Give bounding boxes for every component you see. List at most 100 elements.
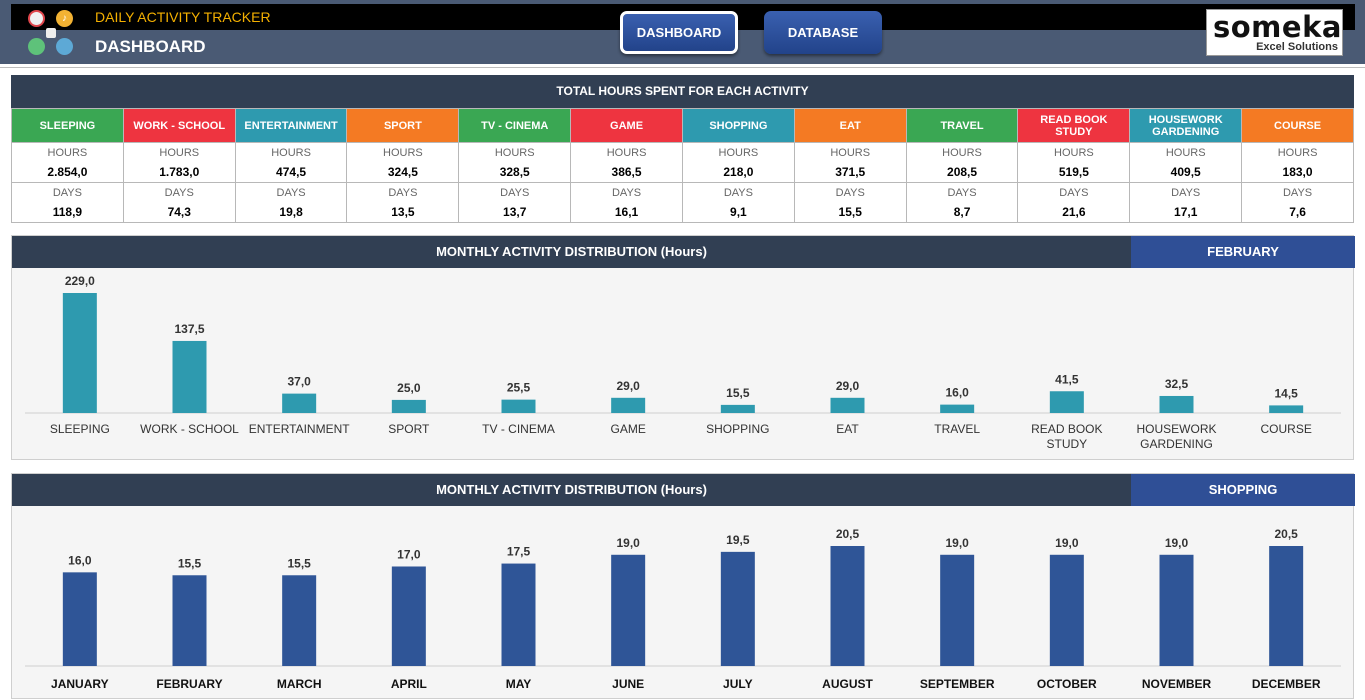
hours-value: 474,5 bbox=[234, 162, 348, 183]
hours-value: 409,5 bbox=[1129, 162, 1243, 183]
days-value: 74,3 bbox=[122, 202, 236, 223]
app-header: ♪ DAILY ACTIVITY TRACKER DASHBOARD DASHB… bbox=[0, 0, 1365, 64]
data-label: 16,0 bbox=[945, 386, 969, 400]
book-icon bbox=[28, 38, 45, 55]
hours-label: HOURS bbox=[1017, 142, 1131, 163]
days-value: 7,6 bbox=[1241, 202, 1354, 223]
days-value: 118,9 bbox=[11, 202, 124, 223]
category-label: STUDY bbox=[1046, 437, 1087, 451]
category-label: SLEEPING bbox=[50, 422, 110, 436]
bar bbox=[720, 404, 755, 413]
data-label: 17,5 bbox=[507, 545, 531, 559]
bar bbox=[62, 572, 97, 666]
dashboard-button[interactable]: DASHBOARD bbox=[620, 11, 738, 54]
data-label: 20,5 bbox=[1274, 527, 1298, 541]
days-label: DAYS bbox=[1241, 182, 1354, 203]
days-value: 9,1 bbox=[681, 202, 795, 223]
days-value: 21,6 bbox=[1017, 202, 1131, 223]
hours-label: HOURS bbox=[793, 142, 907, 163]
page-title: DASHBOARD bbox=[95, 37, 206, 56]
days-label: DAYS bbox=[570, 182, 683, 203]
person-icon bbox=[46, 28, 56, 38]
data-label: 20,5 bbox=[836, 527, 860, 541]
category-label: COURSE bbox=[1260, 422, 1311, 436]
days-value: 13,7 bbox=[458, 202, 572, 223]
hours-value: 328,5 bbox=[458, 162, 572, 183]
activity-header: EAT bbox=[793, 108, 907, 143]
data-label: 19,0 bbox=[616, 536, 640, 550]
brand-name: someka bbox=[1213, 10, 1342, 44]
bar bbox=[172, 575, 207, 666]
hours-label: HOURS bbox=[122, 142, 236, 163]
category-label: TV - CINEMA bbox=[482, 422, 555, 436]
days-value: 8,7 bbox=[905, 202, 1019, 223]
category-label: GAME bbox=[610, 422, 645, 436]
category-label: JUNE bbox=[612, 677, 644, 691]
data-label: 14,5 bbox=[1274, 386, 1298, 400]
days-label: DAYS bbox=[346, 182, 460, 203]
activity-header: ENTERTAINMENT bbox=[234, 108, 348, 143]
category-label: FEBRUARY bbox=[156, 677, 222, 691]
hours-value: 519,5 bbox=[1017, 162, 1131, 183]
hours-value: 1.783,0 bbox=[122, 162, 236, 183]
days-label: DAYS bbox=[234, 182, 348, 203]
hours-label: HOURS bbox=[346, 142, 460, 163]
days-label: DAYS bbox=[905, 182, 1019, 203]
category-label: WORK - SCHOOL bbox=[140, 422, 239, 436]
data-label: 137,5 bbox=[174, 322, 204, 336]
someka-logo[interactable]: someka Excel Solutions bbox=[1206, 9, 1343, 56]
monthly-chart-panel: MONTHLY ACTIVITY DISTRIBUTION (Hours) SH… bbox=[11, 473, 1355, 699]
hours-value: 371,5 bbox=[793, 162, 907, 183]
hours-label: HOURS bbox=[1241, 142, 1354, 163]
game-icon bbox=[56, 38, 73, 55]
category-label: SEPTEMBER bbox=[920, 677, 995, 691]
activity-header: READ BOOK STUDY bbox=[1017, 108, 1131, 143]
chart-title: MONTHLY ACTIVITY DISTRIBUTION (Hours) bbox=[12, 236, 1131, 268]
data-label: 19,5 bbox=[726, 533, 750, 547]
data-label: 15,5 bbox=[726, 386, 750, 400]
activity-header: HOUSEWORK GARDENING bbox=[1129, 108, 1243, 143]
data-label: 25,5 bbox=[507, 381, 531, 395]
hours-value: 218,0 bbox=[681, 162, 795, 183]
category-label: APRIL bbox=[391, 677, 427, 691]
month-selector[interactable]: FEBRUARY bbox=[1131, 236, 1355, 268]
bar bbox=[391, 399, 426, 413]
activity-header: WORK - SCHOOL bbox=[122, 108, 236, 143]
divider bbox=[0, 67, 1365, 68]
bar bbox=[1049, 391, 1084, 413]
data-label: 19,0 bbox=[1055, 536, 1079, 550]
activity-header: SLEEPING bbox=[11, 108, 124, 143]
activity-header: GAME bbox=[570, 108, 683, 143]
category-label: SPORT bbox=[388, 422, 430, 436]
hours-value: 386,5 bbox=[570, 162, 683, 183]
category-label: HOUSEWORK bbox=[1136, 422, 1216, 436]
hours-value: 208,5 bbox=[905, 162, 1019, 183]
category-label: JULY bbox=[723, 677, 753, 691]
bar bbox=[940, 404, 975, 413]
bar bbox=[830, 397, 865, 413]
activity-header: TRAVEL bbox=[905, 108, 1019, 143]
bar bbox=[1159, 554, 1194, 666]
hours-label: HOURS bbox=[234, 142, 348, 163]
days-label: DAYS bbox=[681, 182, 795, 203]
hours-label: HOURS bbox=[458, 142, 572, 163]
days-label: DAYS bbox=[793, 182, 907, 203]
data-label: 29,0 bbox=[836, 379, 860, 393]
bar bbox=[391, 566, 426, 666]
category-label: ENTERTAINMENT bbox=[249, 422, 351, 436]
bar bbox=[62, 293, 97, 413]
category-label: EAT bbox=[836, 422, 859, 436]
days-value: 13,5 bbox=[346, 202, 460, 223]
hours-label: HOURS bbox=[905, 142, 1019, 163]
app-logo: ♪ bbox=[20, 6, 90, 60]
bar bbox=[940, 554, 975, 666]
hours-label: HOURS bbox=[681, 142, 795, 163]
bar bbox=[830, 546, 865, 666]
database-button[interactable]: DATABASE bbox=[764, 11, 882, 54]
days-value: 15,5 bbox=[793, 202, 907, 223]
music-icon: ♪ bbox=[56, 10, 73, 27]
activity-selector[interactable]: SHOPPING bbox=[1131, 474, 1355, 506]
summary-title: TOTAL HOURS SPENT FOR EACH ACTIVITY bbox=[11, 75, 1354, 108]
hours-label: HOURS bbox=[11, 142, 124, 163]
data-label: 15,5 bbox=[178, 556, 202, 570]
